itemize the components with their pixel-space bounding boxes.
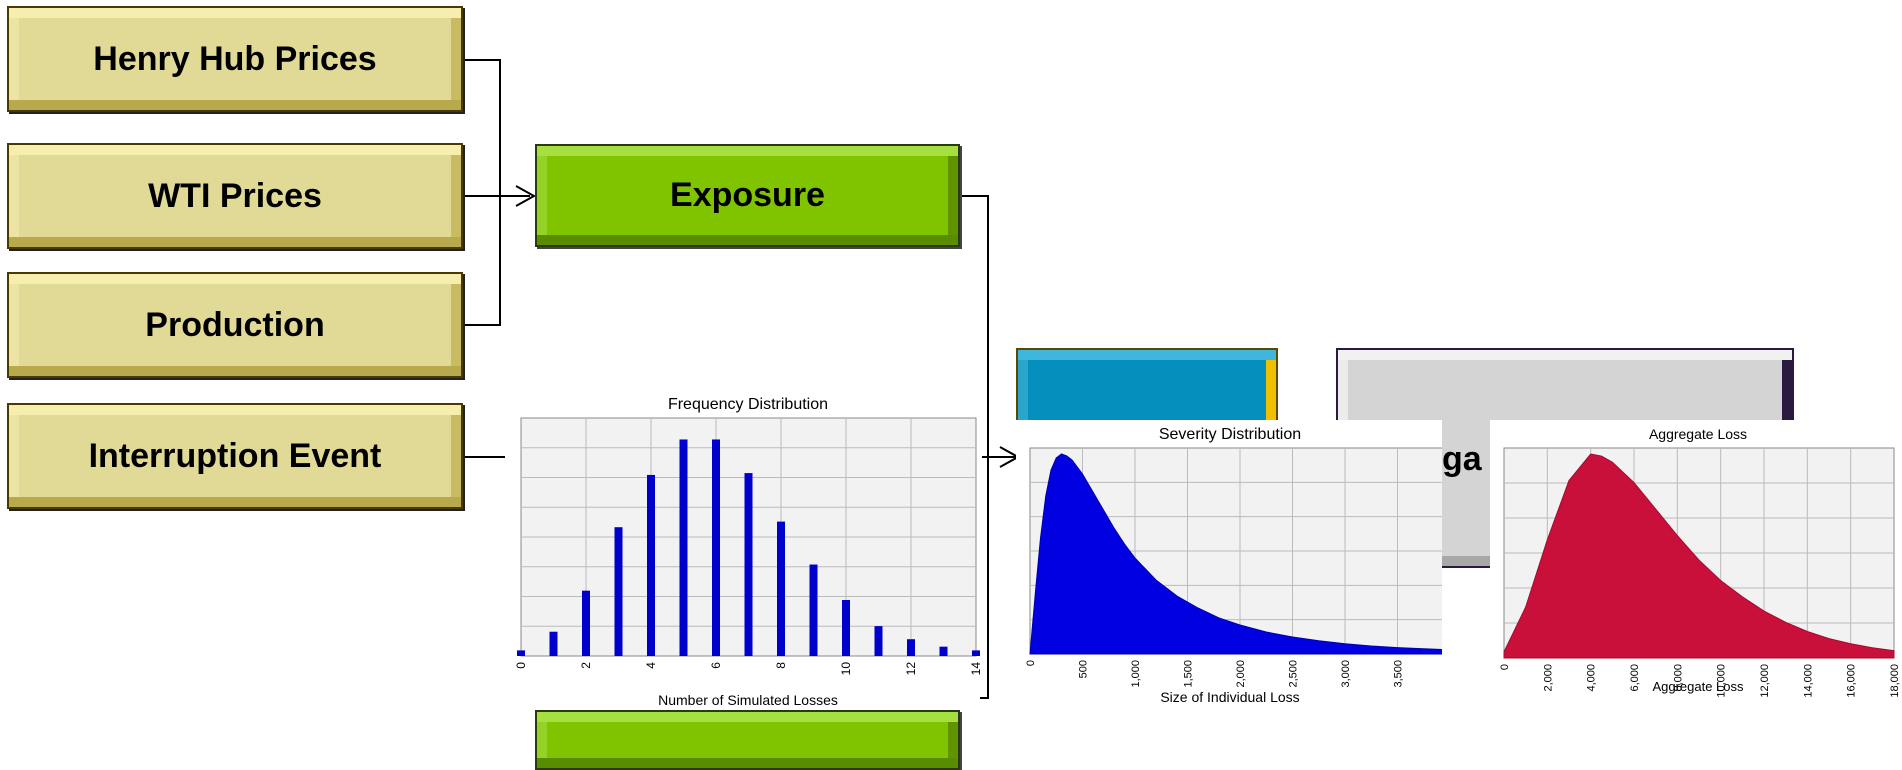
wti-prices-box[interactable]: WTI Prices [7, 143, 463, 249]
production-label: Production [145, 305, 325, 344]
x-tick-label: 0 [1025, 660, 1037, 666]
x-tick-label: 3,000 [1340, 660, 1352, 688]
frequency-bar [614, 527, 623, 656]
frequency-bar [939, 646, 948, 656]
interruption-event-box[interactable]: Interruption Event [7, 403, 463, 509]
severity-x-axis-label: Size of Individual Loss [1160, 689, 1299, 705]
arrow-to-exposure [515, 185, 537, 207]
exposure-label: Exposure [670, 176, 825, 214]
x-tick-label: 2,000 [1235, 660, 1247, 688]
exposure-box[interactable]: Exposure [535, 144, 960, 247]
x-tick-label: 6 [709, 662, 723, 669]
x-tick-label: 1,000 [1130, 660, 1142, 688]
frequency-bar [842, 600, 850, 656]
aggregate-x-ticks: 0 2,000 4,000 6,000 8,000 10,000 12,000 14,000 1… [1499, 664, 1900, 698]
frequency-bar [907, 639, 915, 656]
x-tick-label: 4 [644, 662, 658, 669]
x-tick-label: 14 [969, 662, 980, 676]
frequency-bar [582, 590, 590, 656]
frequency-bars [517, 439, 980, 656]
x-tick-label: 3,500 [1393, 660, 1405, 688]
x-tick-label: 16,000 [1846, 664, 1858, 698]
x-tick-label: 8,000 [1672, 664, 1684, 692]
x-tick-label: 2,000 [1542, 664, 1554, 692]
x-tick-label: 0 [1499, 664, 1511, 670]
connector-lines [465, 59, 1021, 699]
frequency-x-axis-label: Number of Simulated Losses [658, 692, 838, 708]
frequency-bar [777, 521, 785, 656]
x-tick-label: 2,500 [1288, 660, 1300, 688]
x-tick-label: 1,500 [1183, 660, 1195, 688]
henry-hub-prices-box[interactable]: Henry Hub Prices [7, 6, 463, 112]
frequency-bar [972, 650, 980, 656]
wti-prices-label: WTI Prices [148, 176, 322, 215]
frequency-bar [712, 439, 720, 656]
frequency-bar [874, 626, 883, 656]
x-tick-label: 10 [839, 662, 853, 676]
x-tick-label: 500 [1078, 660, 1090, 678]
x-tick-label: 18,000 [1889, 664, 1900, 698]
severity-area [1029, 453, 1442, 655]
x-tick-label: 8 [774, 662, 788, 669]
aggregate-chart-title: Aggregate Loss [1649, 426, 1747, 442]
aggregate-box-partial-label: ga [1442, 440, 1482, 478]
henry-hub-prices-label: Henry Hub Prices [93, 39, 377, 78]
connector-exposure-out [960, 195, 989, 699]
aggregate-loss-chart: Aggregate Loss 0 2,000 4,000 6,000 8,000 10,0… [1490, 420, 1900, 700]
connector-henry-hub [465, 59, 501, 196]
frequency-bar [744, 473, 753, 656]
x-tick-label: 14,000 [1802, 664, 1814, 698]
x-tick-label: 10,000 [1716, 664, 1728, 698]
aggregate-area [1503, 453, 1895, 659]
frequency-distribution-chart: Frequency Distribution 0 2 4 6 8 10 12 14 Numbe… [514, 396, 980, 708]
severity-chart-title: Severity Distribution [1159, 426, 1301, 443]
x-tick-label: 12 [904, 662, 918, 676]
frequency-bar [679, 439, 688, 656]
x-tick-label: 12,000 [1759, 664, 1771, 698]
x-tick-label: 6,000 [1629, 664, 1641, 692]
frequency-bar [809, 564, 818, 656]
frequency-bar [647, 474, 655, 656]
aggregate-x-axis-label: Aggregate Loss [1652, 679, 1744, 694]
frequency-bar [549, 631, 558, 656]
connector-production [465, 196, 501, 326]
x-tick-label: 2 [579, 662, 593, 669]
frequency-x-ticks: 0 2 4 6 8 10 12 14 [514, 662, 980, 676]
interruption-event-label: Interruption Event [88, 436, 382, 475]
x-tick-label: 4,000 [1586, 664, 1598, 692]
production-box[interactable]: Production [7, 272, 463, 378]
severity-distribution-chart: Severity Distribution 0 500 1,000 1,500 2,00… [1016, 420, 1442, 710]
frequency-chart-title: Frequency Distribution [668, 396, 828, 413]
frequency-bar [517, 650, 525, 656]
x-tick-label: 0 [514, 662, 528, 669]
